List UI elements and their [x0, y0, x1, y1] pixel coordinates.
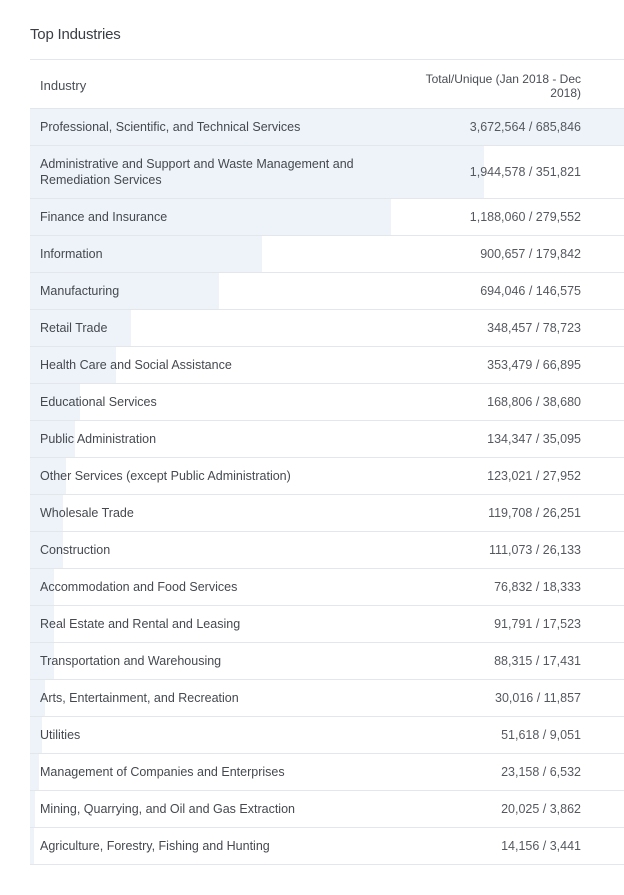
share-bar [30, 146, 484, 198]
total-unique-value: 168,806 / 38,680 [487, 395, 581, 409]
industry-name: Retail Trade [40, 321, 108, 335]
table-row[interactable]: Agriculture, Forestry, Fishing and Hunti… [30, 828, 624, 865]
total-unique-value: 76,832 / 18,333 [494, 580, 581, 594]
industry-name: Management of Companies and Enterprises [40, 765, 285, 779]
total-unique-value: 123,021 / 27,952 [487, 469, 581, 483]
total-unique-value: 1,188,060 / 279,552 [469, 210, 581, 224]
total-unique-value: 14,156 / 3,441 [501, 839, 581, 853]
total-unique-value: 348,457 / 78,723 [487, 321, 581, 335]
page-title: Top Industries [30, 26, 121, 43]
industry-name: Transportation and Warehousing [40, 654, 222, 668]
column-header-total-unique[interactable]: Total/Unique (Jan 2018 - Dec 2018) [425, 72, 581, 100]
share-bar [30, 828, 34, 864]
share-bar [30, 347, 116, 383]
table-row[interactable]: Management of Companies and Enterprises 2… [30, 754, 624, 791]
table-row[interactable]: Arts, Entertainment, and Recreation 30,01… [30, 680, 624, 717]
table-body: Professional, Scientific, and Technical … [30, 109, 624, 865]
table-row[interactable]: Construction 111,073 / 26,133 [30, 532, 624, 569]
share-bar [30, 384, 80, 420]
table-row[interactable]: Retail Trade 348,457 / 78,723 [30, 310, 624, 347]
industry-name: Construction [40, 543, 111, 557]
total-unique-value: 353,479 / 66,895 [487, 358, 581, 372]
share-bar [30, 643, 54, 679]
industry-name: Mining, Quarrying, and Oil and Gas Extra… [40, 802, 295, 816]
industry-name: Professional, Scientific, and Technical … [40, 120, 301, 134]
share-bar [30, 109, 624, 145]
total-unique-value: 694,046 / 146,575 [480, 284, 581, 298]
industry-name: Other Services (except Public Administra… [40, 469, 291, 483]
share-bar [30, 717, 42, 753]
industry-name: Health Care and Social Assistance [40, 358, 232, 372]
share-bar [30, 680, 45, 716]
total-unique-value: 111,073 / 26,133 [489, 543, 581, 557]
share-bar [30, 273, 219, 309]
table-row[interactable]: Utilities 51,618 / 9,051 [30, 717, 624, 754]
industry-name: Finance and Insurance [40, 210, 168, 224]
share-bar [30, 791, 35, 827]
table-row[interactable]: Health Care and Social Assistance 353,479… [30, 347, 624, 384]
total-unique-value: 20,025 / 3,862 [501, 802, 581, 816]
total-unique-value: 23,158 / 6,532 [501, 765, 581, 779]
industry-name: Public Administration [40, 432, 157, 446]
industry-name: Arts, Entertainment, and Recreation [40, 691, 239, 705]
table-row[interactable]: Finance and Insurance 1,188,060 / 279,552 [30, 199, 624, 236]
total-unique-value: 134,347 / 35,095 [487, 432, 581, 446]
share-bar [30, 458, 66, 494]
industry-name: Wholesale Trade [40, 506, 134, 520]
share-bar [30, 569, 54, 605]
table-row[interactable]: Educational Services 168,806 / 38,680 [30, 384, 624, 421]
total-unique-value: 1,944,578 / 351,821 [469, 165, 581, 179]
share-bar [30, 236, 262, 272]
table-row[interactable]: Administrative and Support and Waste Man… [30, 146, 624, 199]
industry-name: Administrative and Support and Waste Man… [40, 157, 354, 187]
table-row[interactable]: Transportation and Warehousing 88,315 / 1… [30, 643, 624, 680]
industry-name: Accommodation and Food Services [40, 580, 238, 594]
table-row[interactable]: Real Estate and Rental and Leasing 91,791… [30, 606, 624, 643]
total-unique-value: 88,315 / 17,431 [494, 654, 581, 668]
table-row[interactable]: Professional, Scientific, and Technical … [30, 109, 624, 146]
total-unique-value: 119,708 / 26,251 [488, 506, 581, 520]
table-row[interactable]: Mining, Quarrying, and Oil and Gas Extra… [30, 791, 624, 828]
table-header: Industry Total/Unique (Jan 2018 - Dec 20… [30, 60, 624, 109]
share-bar [30, 495, 63, 531]
column-header-industry[interactable]: Industry [40, 78, 87, 93]
table-row[interactable]: Information 900,657 / 179,842 [30, 236, 624, 273]
total-unique-value: 51,618 / 9,051 [501, 728, 581, 742]
total-unique-value: 30,016 / 11,857 [495, 691, 581, 705]
industry-name: Educational Services [40, 395, 157, 409]
total-unique-value: 91,791 / 17,523 [494, 617, 581, 631]
table-row[interactable]: Manufacturing 694,046 / 146,575 [30, 273, 624, 310]
industry-name: Manufacturing [40, 284, 120, 298]
table-row[interactable]: Public Administration 134,347 / 35,095 [30, 421, 624, 458]
industry-name: Information [40, 247, 103, 261]
share-bar [30, 532, 63, 568]
industries-table: Industry Total/Unique (Jan 2018 - Dec 20… [30, 59, 624, 865]
share-bar [30, 754, 39, 790]
share-bar [30, 606, 54, 642]
share-bar [30, 421, 75, 457]
table-row[interactable]: Wholesale Trade 119,708 / 26,251 [30, 495, 624, 532]
industry-name: Utilities [40, 728, 81, 742]
total-unique-value: 900,657 / 179,842 [480, 247, 581, 261]
share-bar [30, 199, 391, 235]
table-row[interactable]: Accommodation and Food Services 76,832 / … [30, 569, 624, 606]
industry-name: Real Estate and Rental and Leasing [40, 617, 241, 631]
share-bar [30, 310, 131, 346]
total-unique-value: 3,672,564 / 685,846 [469, 120, 581, 134]
table-row[interactable]: Other Services (except Public Administra… [30, 458, 624, 495]
industry-name: Agriculture, Forestry, Fishing and Hunti… [40, 839, 270, 853]
